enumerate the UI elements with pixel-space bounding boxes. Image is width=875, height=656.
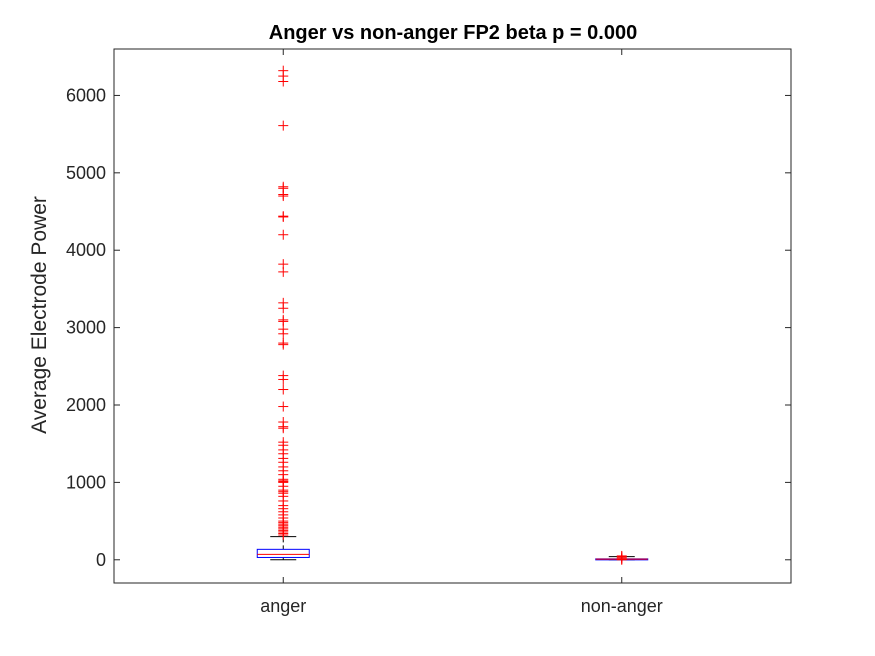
y-tick-label: 3000 [66, 318, 106, 338]
box-group-non-anger [595, 550, 649, 565]
outlier-marker [278, 314, 289, 325]
outlier-marker [278, 297, 289, 308]
outlier-marker [278, 120, 289, 131]
outlier-marker [278, 401, 289, 412]
outlier-marker [278, 181, 289, 192]
y-tick-label: 1000 [66, 472, 106, 492]
outlier-marker [278, 65, 289, 76]
x-tick-label: anger [260, 596, 306, 616]
boxes-layer [256, 65, 649, 565]
y-tick-label: 2000 [66, 395, 106, 415]
outlier-marker [278, 370, 289, 381]
plot-area-frame [113, 48, 792, 584]
x-axis: anger non-anger [260, 49, 663, 616]
y-tick-label: 0 [96, 550, 106, 570]
iqr-box [256, 548, 310, 558]
outlier-marker [278, 338, 289, 349]
chart-title: Anger vs non-anger FP2 beta p = 0.000 [269, 22, 637, 44]
outlier-marker [278, 211, 289, 222]
outlier-marker [278, 437, 289, 448]
outlier-marker [616, 550, 627, 561]
y-tick-label: 4000 [66, 240, 106, 260]
y-axis: 0 1000 2000 3000 4000 5000 6000 [66, 85, 791, 570]
outlier-marker [278, 229, 289, 240]
box-group-anger [256, 65, 310, 561]
y-tick-label: 5000 [66, 163, 106, 183]
x-tick-label: non-anger [581, 596, 663, 616]
outlier-marker [278, 384, 289, 395]
y-axis-label: Average Electrode Power [28, 196, 51, 434]
outlier-marker [278, 417, 289, 428]
outlier-marker [278, 259, 289, 270]
y-tick-label: 6000 [66, 85, 106, 105]
